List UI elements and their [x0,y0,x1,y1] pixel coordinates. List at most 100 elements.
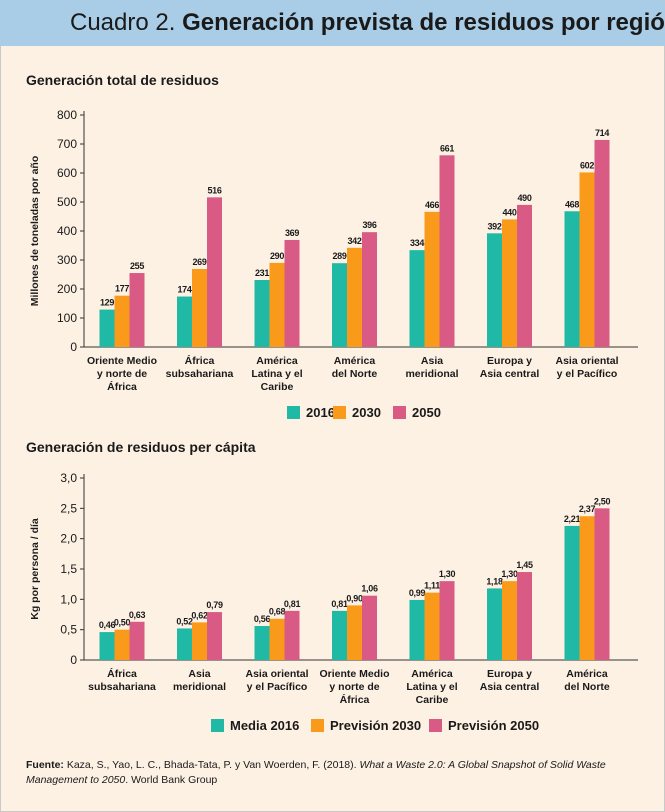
source-work: What a Waste 2.0: A Global Snapshot of S… [26,759,606,786]
chart2-data-label: 1,06 [361,584,378,594]
chart2-category-label: del Norte [564,681,610,693]
chart1-bar-2016-3 [332,263,347,347]
chart1-data-label: 369 [285,228,299,238]
chart1-legend-swatch [287,406,300,419]
chart2-y-tick-label: 1,0 [60,592,77,606]
chart2-category-label: África [107,667,137,680]
chart1-category-label: y el Pacífico [557,368,618,380]
chart1-data-label: 714 [595,128,609,138]
chart1-category-label: Caribe [261,381,294,393]
chart2-data-label: 1,45 [516,560,533,570]
source-note: Fuente: Kaza, S., Yao, L. C., Bhada-Tata… [26,758,636,788]
chart1-y-axis-title: Millones de toneladas por año [29,156,41,307]
chart2-data-label: 0,50 [114,618,131,628]
chart1-bar-2016-4 [409,250,425,347]
chart2-data-label: 0,63 [129,610,146,620]
chart1-category-label: subsahariana [166,368,234,380]
chart2-data-label: 0,81 [331,599,348,609]
figure-header: Cuadro 2. Generación prevista de residuo… [0,0,665,46]
chart1-data-label: 255 [130,261,144,271]
chart1-legend: 2016 2030 2050 [287,405,441,420]
chart2-category-label: Asia central [480,681,540,693]
chart1-bar-2030-3 [347,247,362,347]
chart2-y-tick-label: 2,5 [60,501,77,515]
chart2-category-label: meridional [173,681,226,693]
chart1-category-label: África [185,354,215,367]
chart2-bar-media-2016-6 [564,525,580,660]
chart2-y-tick-label: 0,5 [60,623,77,637]
chart2-bar-previsi-n-2030-1 [192,622,207,660]
chart2-bar-previsi-n-2030-5 [502,581,517,660]
chart1-data-label: 334 [410,238,424,248]
chart2-category-label: y norte de [329,681,379,693]
total-waste-chart: Millones de toneladas por año 0 100 200 300 4… [29,108,638,420]
chart2-category-label: América [566,668,608,680]
chart2-category-label: Latina y el [406,681,457,693]
source-label: Fuente: [26,759,64,771]
chart1-bar-2050-1 [207,197,222,347]
chart1-category-label: Asia oriental [555,355,618,367]
chart2-legend-swatch [311,719,324,732]
chart1-y-tick-label: 500 [57,195,77,209]
chart2-data-label: 0,52 [176,616,193,626]
chart2-legend-swatch [211,719,224,732]
chart2-category-label: y el Pacífico [247,681,308,693]
chart1-category-label: Oriente Medio [87,355,157,367]
chart1-y-tick-label: 200 [57,282,77,296]
chart2-data-label: 0,46 [99,620,116,630]
chart1-bar-2050-6 [594,139,610,347]
chart2-data-label: 1,11 [424,581,440,591]
chart2-bar-media-2016-5 [487,588,502,660]
chart1-bar-2050-5 [517,204,532,347]
chart1-data-label: 661 [440,143,454,153]
chart1-category-label: meridional [405,368,458,380]
chart1-y-tick-label: 700 [57,137,77,151]
chart2-category-label: Asia [188,668,210,680]
chart1-bar-2016-5 [487,233,502,347]
chart2-bar-previsi-n-2050-2 [284,610,300,660]
chart1-legend-swatch [333,406,346,419]
chart1-bar-2030-2 [269,262,285,347]
per-capita-chart: Kg por persona / día 0 0,5 1,0 1,5 2,0 2,5 3,0 0… [29,471,638,733]
chart1-y-tick-label: 0 [70,340,77,354]
chart2-category-label: subsahariana [88,681,156,693]
chart1-legend-swatch [393,406,406,419]
chart2-category-label: África [340,693,370,706]
chart2-bar-previsi-n-2030-6 [579,516,595,660]
chart2-bar-previsi-n-2050-5 [517,572,532,660]
chart2-y-tick-label: 0 [70,653,77,667]
chart1-bar-2050-0 [129,273,145,347]
chart2-data-label: 1,18 [486,576,503,586]
chart2-category-label: Europa y [487,668,532,680]
chart1-data-label: 466 [425,200,439,210]
figure-title-text: Generación prevista de residuos por regi… [182,9,665,36]
chart2-data-label: 2,50 [594,496,611,506]
chart1-bar-2030-1 [192,268,207,347]
chart2-bar-previsi-n-2030-2 [269,618,285,660]
chart1-bar-2030-5 [502,219,517,347]
chart1-data-label: 490 [517,193,531,203]
chart1-category-label: América [334,355,376,367]
chart2-bar-previsi-n-2050-3 [362,595,377,660]
chart1-category-label: y norte de [97,368,147,380]
chart1-y-tick-label: 800 [57,108,77,122]
chart1-bar-2050-3 [362,232,377,347]
chart1-data-label: 396 [362,220,376,230]
chart1-data-label: 290 [270,251,284,261]
chart2-bar-media-2016-0 [99,632,115,660]
chart2-y-tick-label: 1,5 [60,562,77,576]
chart1-data-label: 174 [177,285,191,295]
chart2-bar-media-2016-3 [332,610,347,660]
chart1-bar-2030-0 [114,295,130,347]
chart1-data-label: 342 [347,236,361,246]
chart1-data-label: 129 [100,298,114,308]
chart2-legend-swatch [429,719,442,732]
chart2-category-label: América [411,668,453,680]
chart2-data-label: 0,68 [269,607,286,617]
chart1-category-label: Asia central [480,368,540,380]
chart1-category-label: Asia [421,355,443,367]
chart2-bar-media-2016-1 [177,628,192,660]
chart2-bar-media-2016-2 [254,626,270,660]
chart1-bar-2016-0 [99,309,115,347]
chart1-data-label: 392 [487,221,501,231]
